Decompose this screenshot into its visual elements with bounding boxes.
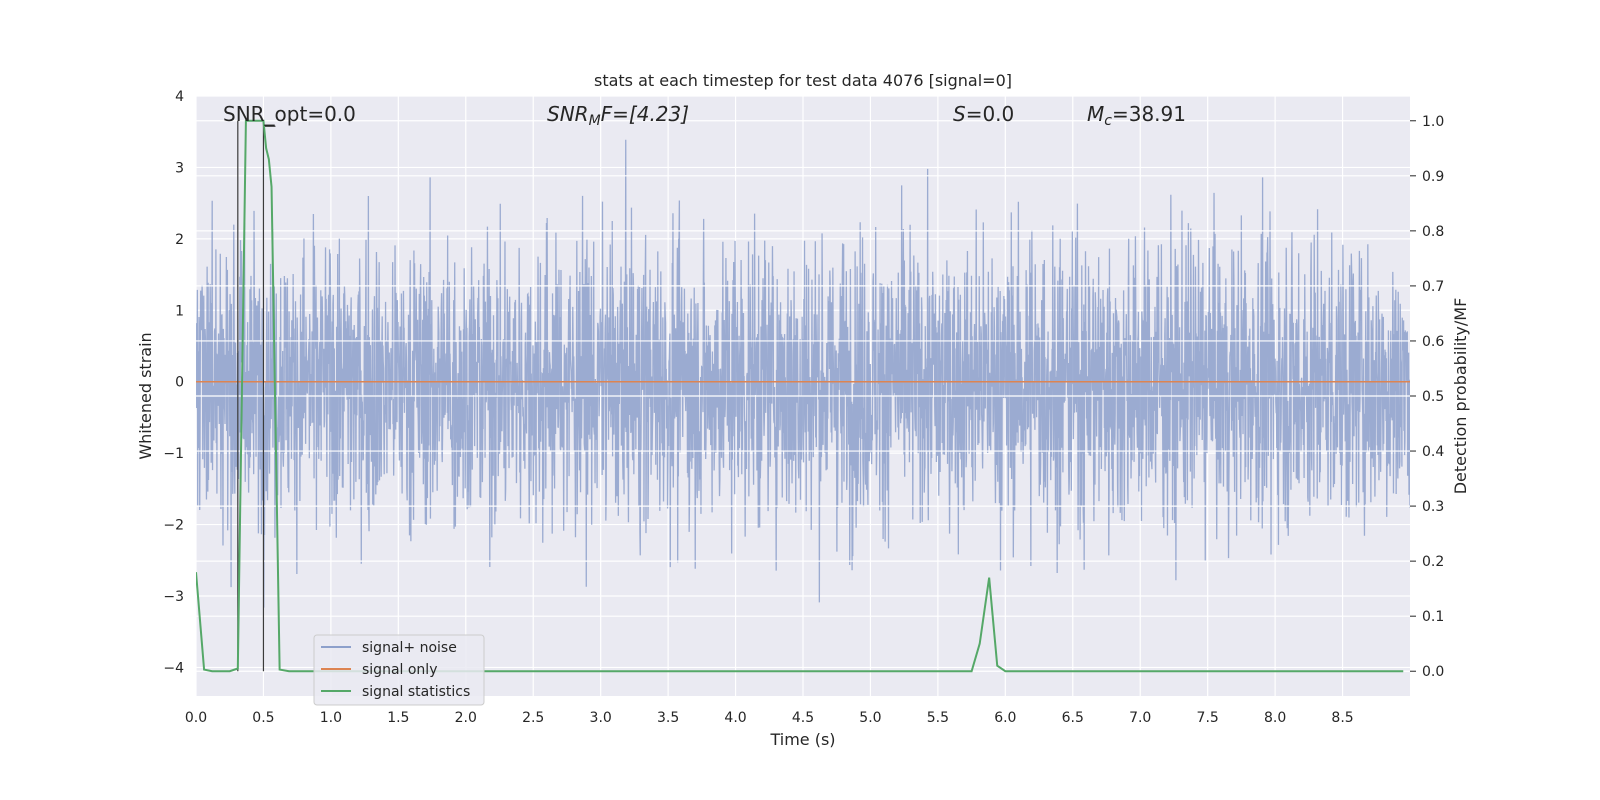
x-tick-label: 5.0 [859,710,881,726]
y-tick-label: −1 [163,446,184,462]
x-tick-label: 4.0 [724,710,746,726]
x-tick-label: 0.0 [185,710,207,726]
y-tick-label: 0 [175,375,184,391]
y-right-tick-label: 0.9 [1422,169,1444,185]
marker-lines [237,120,276,672]
annotation-snr-mf: SNRMF=[4.23] [547,102,689,129]
y-right-tick-label: 0.8 [1422,224,1444,240]
y-right-tick-label: 0.2 [1422,554,1444,570]
y-right-tick-label: 0.0 [1422,664,1444,680]
y-right-tick-labels: 1.0 0.9 0.8 0.7 0.6 0.5 0.4 0.3 0.2 0.1 0.0 [1410,114,1444,680]
x-tick-label: 2.0 [455,710,477,726]
x-tick-label: 1.0 [320,710,342,726]
annotation-s-rest: =0.0 [966,102,1015,126]
y-tick-label: 1 [175,303,184,319]
x-tick-label: 8.0 [1264,710,1286,726]
legend-label-signal-only: signal only [362,662,437,678]
plot-series [196,119,1410,673]
y-right-tick-label: 1.0 [1422,114,1444,130]
y-tick-labels: 4 3 2 1 0 −1 −2 −3 −4 [163,89,184,676]
y-tick-label: 3 [175,160,184,176]
x-tick-label: 0.5 [252,710,274,726]
x-tick-label: 7.0 [1129,710,1151,726]
x-tick-labels: 0.0 0.5 1.0 1.5 2.0 2.5 3.0 3.5 4.0 4.5 5.0 5.5 6.0 6… [185,710,1354,726]
y-right-tick-label: 0.6 [1422,334,1444,350]
annotation-s-var: S [953,102,966,126]
y-right-axis-label: Detection probability/MF [1451,298,1470,495]
x-tick-label: 8.5 [1331,710,1353,726]
y-right-tick-label: 0.7 [1422,279,1444,295]
legend-label-signal-noise: signal+ noise [362,640,457,656]
annotation-s: S=0.0 [953,102,1014,126]
x-tick-label: 4.5 [792,710,814,726]
annotation-snr-mf-rest: F=[4.23] [601,102,689,126]
x-tick-label: 3.5 [657,710,679,726]
legend-label-signal-statistics: signal statistics [362,684,470,700]
annotation-snr-mf-sub: M [589,113,601,129]
annotation-mc-var: M [1087,102,1104,126]
y-tick-label: −3 [163,589,184,605]
signal-statistics-line [196,119,1404,673]
legend-box [313,634,485,706]
y-right-tick-label: 0.4 [1422,444,1444,460]
y-tick-label: 4 [175,89,184,105]
annotation-mc: Mc=38.91 [1087,102,1186,129]
y-tick-label: −4 [163,660,184,676]
y-right-tick-label: 0.3 [1422,499,1444,515]
annotation-snr-opt: SNR_opt=0.0 [223,102,356,126]
y-right-tick-label: 0.1 [1422,609,1444,625]
x-tick-label: 1.5 [387,710,409,726]
annotation-mc-rest: =38.91 [1112,102,1186,126]
x-tick-label: 6.5 [1062,710,1084,726]
annotation-mc-sub: c [1104,113,1112,129]
y-right-tick-label: 0.5 [1422,389,1444,405]
x-axis-label: Time (s) [769,730,835,749]
y-axis-label: Whitened strain [136,332,155,459]
x-tick-label: 3.0 [590,710,612,726]
y-tick-label: 2 [175,232,184,248]
series-signal-statistics [196,119,1404,673]
legend: signal+ noise signal only signal statist… [313,634,485,706]
x-tick-label: 5.5 [927,710,949,726]
annotation-snr-mf-var: SNR [547,102,589,126]
x-tick-label: 7.5 [1197,710,1219,726]
x-tick-label: 2.5 [522,710,544,726]
y-tick-label: −2 [163,518,184,534]
x-tick-label: 6.0 [994,710,1016,726]
chart-title: stats at each timestep for test data 407… [594,71,1012,90]
